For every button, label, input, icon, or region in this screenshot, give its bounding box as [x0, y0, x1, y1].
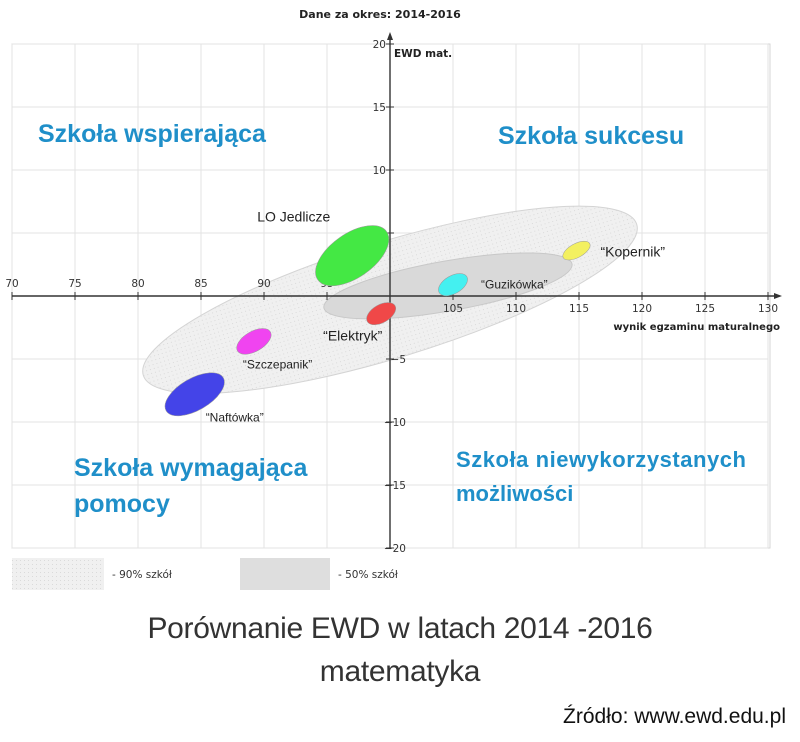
y-tick-label: 20	[373, 39, 386, 51]
school-label: “Naftówka”	[206, 410, 264, 424]
source-note: Źródło: www.ewd.edu.pl	[563, 705, 786, 728]
caption-line-1: Porównanie EWD w latach 2014 -2016	[147, 612, 653, 645]
school-point	[315, 225, 390, 287]
legend-label-90: - 90% szkół	[112, 569, 172, 581]
x-tick-label: 80	[131, 278, 144, 290]
school-label: LO Jedlicze	[257, 209, 330, 225]
quadrant-labels: Szkoła wspierająca Szkoła sukcesu Szkoła w…	[38, 120, 746, 518]
school-label: “Kopernik”	[600, 244, 665, 260]
x-tick-label: 75	[68, 278, 81, 290]
legend-swatch-50	[240, 558, 330, 590]
caption-line-2: matematyka	[319, 655, 481, 688]
x-tick-label: 125	[695, 303, 715, 315]
legend: - 90% szkół - 50% szkół	[12, 558, 398, 590]
quadrant-label-bottom-right: Szkoła niewykorzystanych	[456, 447, 746, 472]
y-tick-label: 10	[373, 165, 386, 177]
quadrant-label-top-left: Szkoła wspierająca	[38, 120, 267, 148]
x-tick-label: 90	[257, 278, 270, 290]
school-label: “Elektryk”	[323, 328, 382, 344]
x-axis-label: wynik egzaminu maturalnego	[613, 322, 780, 333]
quadrant-label-bottom-left: pomocy	[74, 490, 170, 518]
x-axis-arrow	[774, 293, 782, 299]
x-tick-label: 105	[443, 303, 463, 315]
axes	[12, 32, 782, 548]
x-tick-label: 115	[569, 303, 589, 315]
quadrant-label-top-right: Szkoła sukcesu	[498, 122, 684, 150]
school-label: “Szczepanik”	[243, 357, 312, 371]
school-point	[164, 372, 225, 417]
ewd-chart: 7075808590951051101151201251302015105−5−…	[5, 8, 782, 590]
school-point	[366, 302, 396, 326]
legend-swatch-90	[12, 558, 104, 590]
school-label: “Guzikówka”	[481, 278, 548, 292]
x-tick-label: 85	[194, 278, 207, 290]
y-tick-label: −15	[384, 480, 406, 492]
x-tick-label: 130	[758, 303, 778, 315]
y-axis-arrow	[387, 32, 393, 40]
school-point	[438, 273, 468, 297]
school-point	[236, 328, 272, 355]
x-tick-label: 70	[5, 278, 18, 290]
school-markers: LO Jedlicze “Kopernik” “Guzikówka” “Elektry…	[164, 209, 665, 424]
chart-title: Dane za okres: 2014-2016	[299, 8, 461, 21]
y-tick-label: −5	[391, 354, 406, 366]
y-axis-label: EWD mat.	[394, 48, 452, 60]
y-tick-label: 15	[373, 102, 386, 114]
y-tick-label: −20	[384, 543, 406, 555]
y-tick-label: −10	[384, 417, 406, 429]
quadrant-label-bottom-right: możliwości	[456, 481, 573, 506]
school-point	[562, 241, 591, 261]
quadrant-label-bottom-left: Szkoła wymagająca	[74, 454, 309, 482]
tick-labels: 7075808590951051101151201251302015105−5−…	[5, 39, 778, 555]
x-tick-label: 120	[632, 303, 652, 315]
x-tick-label: 110	[506, 303, 526, 315]
legend-label-50: - 50% szkół	[338, 569, 398, 581]
